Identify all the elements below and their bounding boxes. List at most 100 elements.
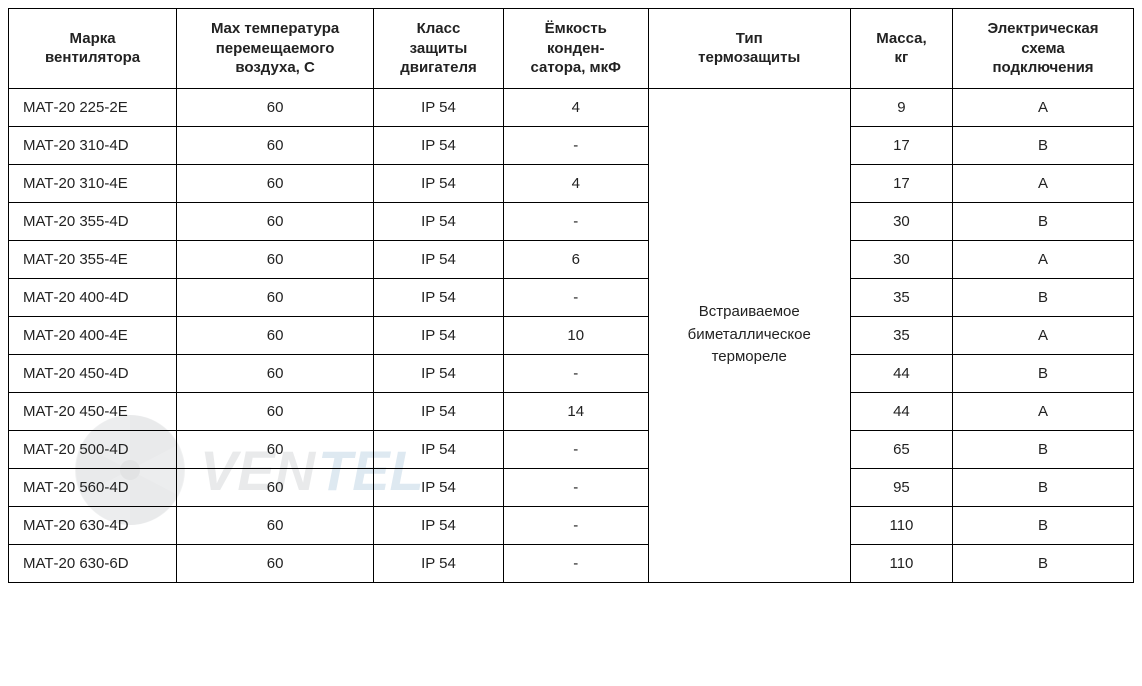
- col-header-thermal: Типтермозащиты: [648, 9, 850, 89]
- cell-scheme: A: [953, 164, 1134, 202]
- cell-model: МАТ-20 310-4D: [9, 126, 177, 164]
- cell-mass: 110: [850, 506, 952, 544]
- cell-model: МАТ-20 630-4D: [9, 506, 177, 544]
- cell-ip: IP 54: [374, 202, 504, 240]
- cell-scheme: B: [953, 506, 1134, 544]
- cell-model: МАТ-20 630-6D: [9, 544, 177, 582]
- cell-temp: 60: [177, 392, 374, 430]
- col-header-cap: Ёмкостьконден-сатора, мкФ: [503, 9, 648, 89]
- table-row: МАТ-20 500-4D 60 IP 54 - 65 B: [9, 430, 1134, 468]
- cell-cap: 10: [503, 316, 648, 354]
- cell-scheme: B: [953, 544, 1134, 582]
- col-header-scheme: Электрическаясхемаподключения: [953, 9, 1134, 89]
- cell-mass: 110: [850, 544, 952, 582]
- cell-temp: 60: [177, 278, 374, 316]
- cell-ip: IP 54: [374, 392, 504, 430]
- cell-temp: 60: [177, 468, 374, 506]
- fan-spec-table: Маркавентилятора Max температураперемеща…: [8, 8, 1134, 583]
- table-row: МАТ-20 450-4E 60 IP 54 14 44 A: [9, 392, 1134, 430]
- cell-mass: 95: [850, 468, 952, 506]
- cell-model: МАТ-20 355-4D: [9, 202, 177, 240]
- cell-scheme: B: [953, 126, 1134, 164]
- col-header-model: Маркавентилятора: [9, 9, 177, 89]
- table-row: МАТ-20 310-4D 60 IP 54 - 17 B: [9, 126, 1134, 164]
- cell-scheme: A: [953, 240, 1134, 278]
- cell-ip: IP 54: [374, 506, 504, 544]
- cell-cap: 4: [503, 88, 648, 126]
- cell-model: МАТ-20 225-2E: [9, 88, 177, 126]
- cell-cap: -: [503, 278, 648, 316]
- cell-ip: IP 54: [374, 430, 504, 468]
- table-row: МАТ-20 310-4E 60 IP 54 4 17 A: [9, 164, 1134, 202]
- table-body: МАТ-20 225-2E 60 IP 54 4 Встраиваемоебим…: [9, 88, 1134, 582]
- cell-mass: 44: [850, 354, 952, 392]
- col-header-temp: Max температураперемещаемоговоздуха, C: [177, 9, 374, 89]
- cell-temp: 60: [177, 316, 374, 354]
- cell-ip: IP 54: [374, 278, 504, 316]
- cell-model: МАТ-20 400-4D: [9, 278, 177, 316]
- cell-temp: 60: [177, 202, 374, 240]
- cell-scheme: A: [953, 88, 1134, 126]
- cell-cap: 4: [503, 164, 648, 202]
- cell-mass: 30: [850, 202, 952, 240]
- cell-model: МАТ-20 310-4E: [9, 164, 177, 202]
- cell-scheme: B: [953, 278, 1134, 316]
- table-header-row: Маркавентилятора Max температураперемеща…: [9, 9, 1134, 89]
- cell-model: МАТ-20 450-4D: [9, 354, 177, 392]
- table-row: МАТ-20 355-4D 60 IP 54 - 30 B: [9, 202, 1134, 240]
- cell-temp: 60: [177, 240, 374, 278]
- cell-mass: 44: [850, 392, 952, 430]
- cell-ip: IP 54: [374, 468, 504, 506]
- cell-ip: IP 54: [374, 88, 504, 126]
- table-row: МАТ-20 560-4D 60 IP 54 - 95 B: [9, 468, 1134, 506]
- cell-cap: -: [503, 202, 648, 240]
- cell-cap: -: [503, 126, 648, 164]
- table-row: МАТ-20 400-4E 60 IP 54 10 35 A: [9, 316, 1134, 354]
- cell-ip: IP 54: [374, 240, 504, 278]
- cell-model: МАТ-20 355-4E: [9, 240, 177, 278]
- cell-mass: 65: [850, 430, 952, 468]
- cell-temp: 60: [177, 544, 374, 582]
- cell-mass: 30: [850, 240, 952, 278]
- cell-cap: -: [503, 468, 648, 506]
- col-header-mass: Масса,кг: [850, 9, 952, 89]
- cell-temp: 60: [177, 506, 374, 544]
- cell-scheme: B: [953, 202, 1134, 240]
- cell-mass: 35: [850, 278, 952, 316]
- cell-scheme: A: [953, 316, 1134, 354]
- cell-ip: IP 54: [374, 126, 504, 164]
- cell-model: МАТ-20 560-4D: [9, 468, 177, 506]
- cell-model: МАТ-20 450-4E: [9, 392, 177, 430]
- cell-ip: IP 54: [374, 164, 504, 202]
- cell-cap: -: [503, 430, 648, 468]
- cell-ip: IP 54: [374, 316, 504, 354]
- cell-mass: 17: [850, 164, 952, 202]
- col-header-ip: Классзащитыдвигателя: [374, 9, 504, 89]
- cell-temp: 60: [177, 88, 374, 126]
- cell-thermal-protection: Встраиваемоебиметаллическоетермореле: [648, 88, 850, 582]
- cell-mass: 35: [850, 316, 952, 354]
- cell-cap: -: [503, 506, 648, 544]
- cell-model: МАТ-20 400-4E: [9, 316, 177, 354]
- cell-cap: 6: [503, 240, 648, 278]
- cell-model: МАТ-20 500-4D: [9, 430, 177, 468]
- table-row: МАТ-20 450-4D 60 IP 54 - 44 B: [9, 354, 1134, 392]
- cell-scheme: B: [953, 430, 1134, 468]
- table-row: МАТ-20 630-4D 60 IP 54 - 110 B: [9, 506, 1134, 544]
- cell-scheme: A: [953, 392, 1134, 430]
- cell-mass: 9: [850, 88, 952, 126]
- cell-scheme: B: [953, 468, 1134, 506]
- cell-mass: 17: [850, 126, 952, 164]
- cell-cap: -: [503, 544, 648, 582]
- cell-temp: 60: [177, 164, 374, 202]
- table-row: МАТ-20 630-6D 60 IP 54 - 110 B: [9, 544, 1134, 582]
- cell-cap: 14: [503, 392, 648, 430]
- cell-cap: -: [503, 354, 648, 392]
- cell-temp: 60: [177, 430, 374, 468]
- cell-ip: IP 54: [374, 354, 504, 392]
- cell-scheme: B: [953, 354, 1134, 392]
- table-row: МАТ-20 355-4E 60 IP 54 6 30 A: [9, 240, 1134, 278]
- cell-temp: 60: [177, 354, 374, 392]
- cell-temp: 60: [177, 126, 374, 164]
- table-row: МАТ-20 400-4D 60 IP 54 - 35 B: [9, 278, 1134, 316]
